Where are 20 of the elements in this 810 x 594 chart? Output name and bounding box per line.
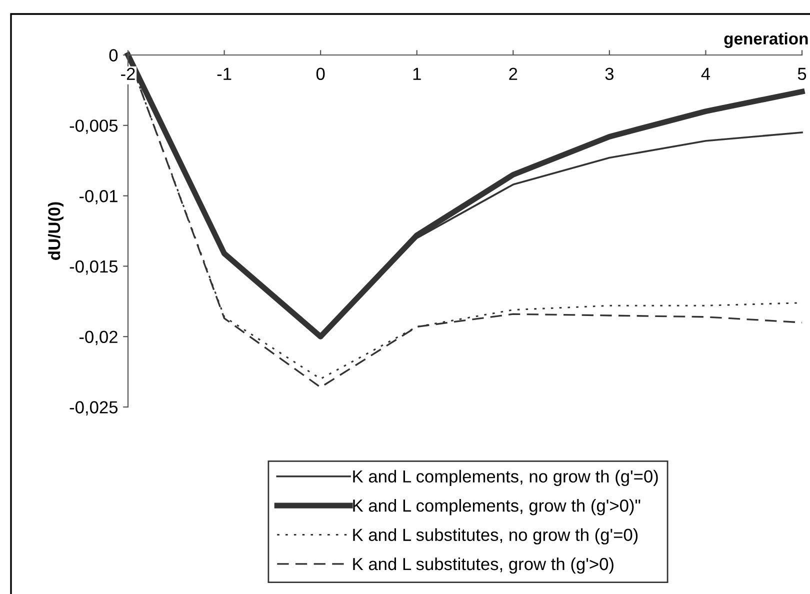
x-tick-label: 2 bbox=[509, 68, 518, 80]
y-tick-label: -0,015 bbox=[70, 260, 118, 275]
legend-label: K and L substitutes, grow th (g'>0) bbox=[353, 557, 614, 574]
x-tick-label: 0 bbox=[316, 68, 325, 80]
y-axis-title: dU/U(0) bbox=[48, 202, 64, 260]
x-tick-label: 4 bbox=[701, 68, 710, 80]
legend-label: K and L complements, grow th (g'>0)" bbox=[353, 499, 640, 516]
x-tick-label: -1 bbox=[217, 68, 232, 80]
x-axis-title: generation bbox=[724, 32, 808, 48]
y-tick-label: -0,01 bbox=[79, 190, 118, 204]
x-tick-label: 5 bbox=[798, 68, 806, 80]
y-tick-label: -0,005 bbox=[70, 120, 118, 134]
x-tick-label: 3 bbox=[605, 68, 614, 80]
legend-label: K and L complements, no grow th (g'=0) bbox=[353, 470, 658, 486]
x-tick-label: -2 bbox=[121, 68, 135, 80]
y-tick-label: 0 bbox=[109, 49, 118, 62]
x-tick-label: 1 bbox=[413, 68, 421, 80]
y-tick-label: -0,02 bbox=[79, 330, 118, 346]
y-tick-label: -0,025 bbox=[70, 401, 118, 416]
legend-label: K and L substitutes, no grow th (g'=0) bbox=[353, 528, 638, 544]
